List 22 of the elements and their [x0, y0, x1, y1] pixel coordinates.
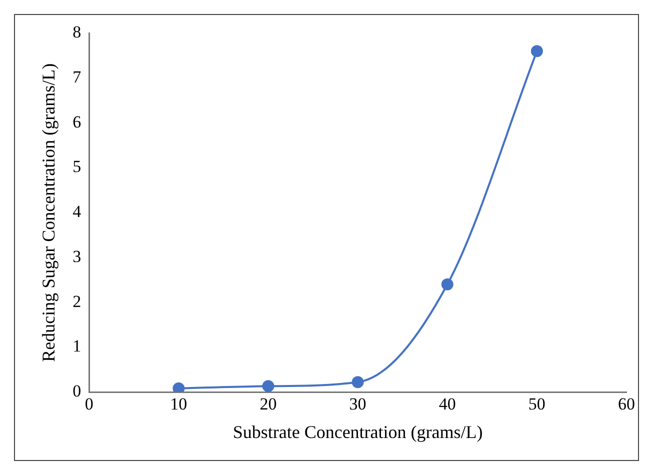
y-tick-label: 8 [72, 22, 82, 42]
point [441, 278, 454, 290]
y-tick-label: 0 [72, 381, 82, 400]
x-tick-label: 50 [528, 394, 546, 414]
point [530, 45, 543, 58]
y-tick-label: 7 [72, 68, 82, 87]
y-tick-label: 2 [72, 292, 82, 311]
x-tick-label: 10 [170, 394, 188, 414]
point [262, 380, 274, 392]
x-tick-label: 60 [618, 394, 635, 414]
y-tick-label: 1 [72, 336, 82, 356]
x-tick-label: 20 [260, 394, 277, 414]
point [172, 382, 185, 392]
y-axis-title: Reducing Sugar Concentration (grams/L) [38, 63, 59, 362]
y-tick-label: 6 [72, 112, 82, 132]
point [352, 376, 364, 388]
y-tick-label: 3 [72, 246, 82, 266]
x-tick-label: 30 [349, 394, 366, 414]
x-tick-label: 40 [438, 394, 456, 414]
x-axis-title: Substrate Concentration (grams/L) [232, 422, 483, 442]
y-tick-label: 5 [72, 157, 82, 176]
y-tick-label: 4 [72, 202, 82, 222]
